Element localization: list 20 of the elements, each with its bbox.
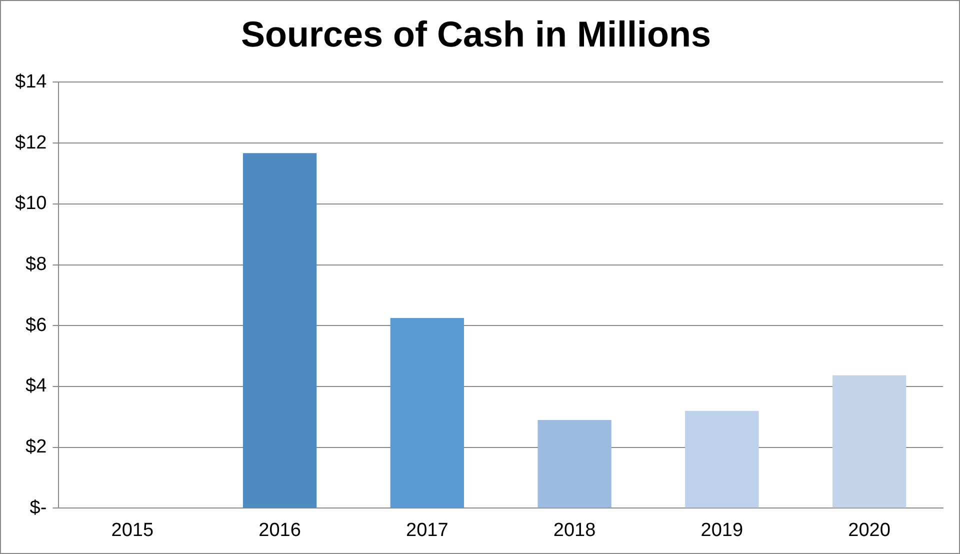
y-tick-label: $4 [26,376,48,397]
x-tick-label: 2015 [111,520,154,541]
chart-title: Sources of Cash in Millions [240,14,712,55]
x-tick-label: 2018 [553,520,596,541]
x-tick-label: 2017 [406,520,448,541]
bar [832,375,906,508]
bar [242,153,317,508]
y-tick-label: $8 [26,254,47,276]
y-tick-label: $- [30,497,47,518]
x-tick-label: 2016 [258,520,301,541]
y-tick-label: $6 [26,314,47,336]
bar [390,318,464,508]
bar [685,410,759,508]
y-tick-label: $14 [15,71,48,92]
y-tick-label: $2 [26,436,47,458]
x-tick-label: 2020 [848,520,890,541]
y-tick-label: $12 [15,132,47,154]
y-tick-label: $10 [15,193,47,214]
x-tick-label: 2019 [700,520,744,541]
bar [538,420,612,508]
